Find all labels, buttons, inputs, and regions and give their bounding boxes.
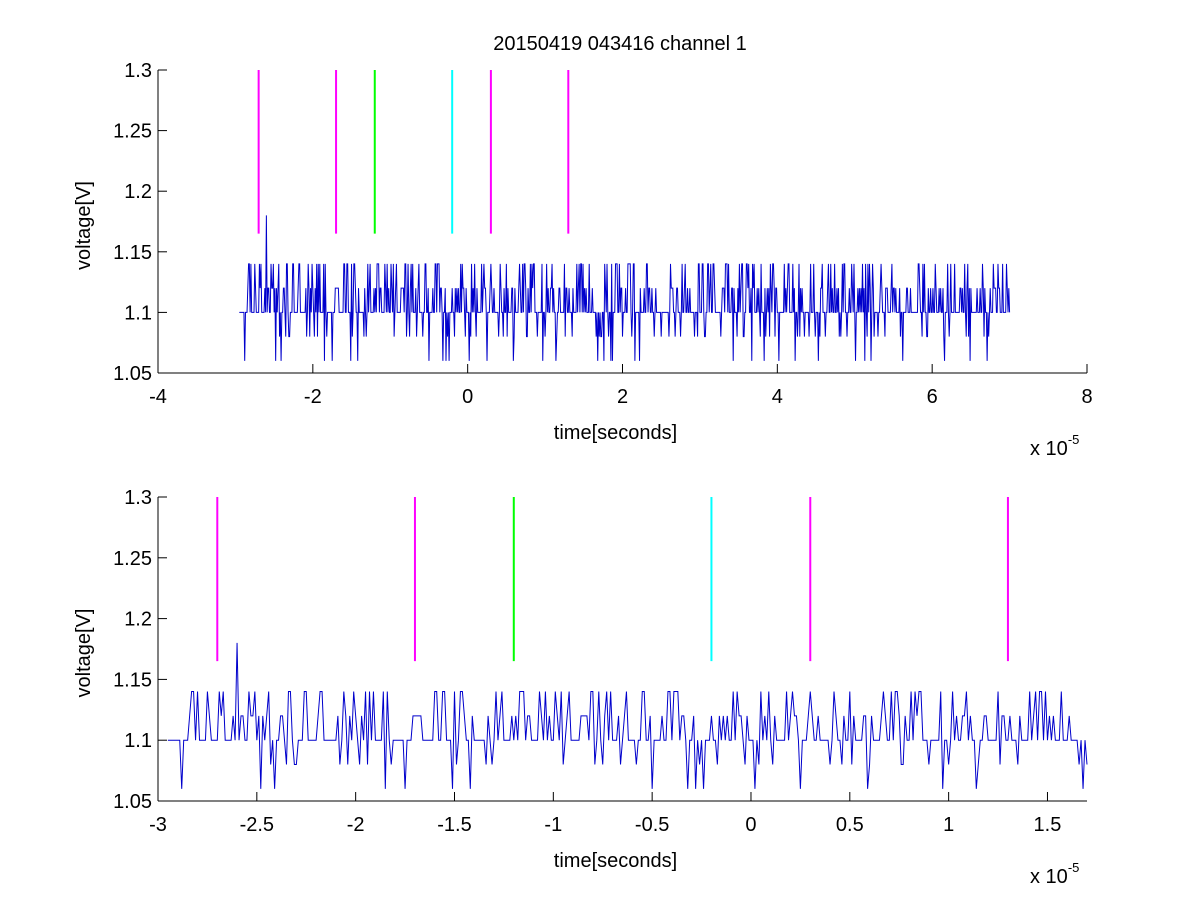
x-tick-label: -1 xyxy=(544,814,562,836)
y-tick-label: 1.3 xyxy=(124,487,152,509)
x-exponent-power: -5 xyxy=(1068,860,1080,875)
x-tick-label: 0 xyxy=(462,386,473,408)
x-tick-label: 1.5 xyxy=(1034,814,1062,836)
y-tick-label: 1.05 xyxy=(113,791,152,813)
y-tick-label: 1.3 xyxy=(124,60,152,82)
y-tick-label: 1.2 xyxy=(124,181,152,203)
top-subplot: 1.05 1.1 1.15 1.2 1.25 1.3 -4 -2 0 2 4 6 8 time[secon… xyxy=(73,60,1093,460)
signal-trace xyxy=(239,215,1011,361)
y-tick-label: 1.15 xyxy=(113,242,152,264)
signal-trace xyxy=(167,642,1088,789)
x-axis-label: time[seconds] xyxy=(554,422,677,444)
y-tick-label: 1.25 xyxy=(113,548,152,570)
x-tick-label: 8 xyxy=(1081,386,1092,408)
y-tick-label: 1.25 xyxy=(113,121,152,143)
y-axis-label: voltage[V] xyxy=(73,609,95,698)
y-tick-label: 1.2 xyxy=(124,609,152,631)
y-tick-label: 1.15 xyxy=(113,669,152,691)
x-exponent-power: -5 xyxy=(1068,432,1080,447)
x-exponent-label: x 10-5 xyxy=(1030,432,1079,460)
x-axis-label: time[seconds] xyxy=(554,850,677,872)
bottom-subplot: 1.05 1.1 1.15 1.2 1.25 1.3 -3 -2.5 -2 -1.5 -1 -0.5 0… xyxy=(73,487,1088,888)
x-tick-label: -0.5 xyxy=(635,814,669,836)
x-tick-label: -1.5 xyxy=(437,814,471,836)
x-tick-label: 6 xyxy=(927,386,938,408)
x-exponent-base: x 10 xyxy=(1030,438,1068,460)
x-tick-label: 4 xyxy=(772,386,783,408)
y-tick-label: 1.05 xyxy=(113,363,152,385)
x-tick-label: -2 xyxy=(304,386,322,408)
x-tick-label: -4 xyxy=(149,386,167,408)
x-tick-label: 0 xyxy=(745,814,756,836)
y-tick-label: 1.1 xyxy=(124,730,152,752)
x-tick-label: -2.5 xyxy=(240,814,274,836)
x-exponent-label: x 10-5 xyxy=(1030,860,1079,888)
figure-title: 20150419 043416 channel 1 xyxy=(493,33,747,55)
y-axis-label: voltage[V] xyxy=(73,181,95,270)
x-tick-label: 1 xyxy=(943,814,954,836)
x-tick-label: 2 xyxy=(617,386,628,408)
x-tick-label: 0.5 xyxy=(836,814,864,836)
x-exponent-base: x 10 xyxy=(1030,866,1068,888)
y-tick-label: 1.1 xyxy=(124,302,152,324)
x-tick-label: -3 xyxy=(149,814,167,836)
x-tick-label: -2 xyxy=(347,814,365,836)
